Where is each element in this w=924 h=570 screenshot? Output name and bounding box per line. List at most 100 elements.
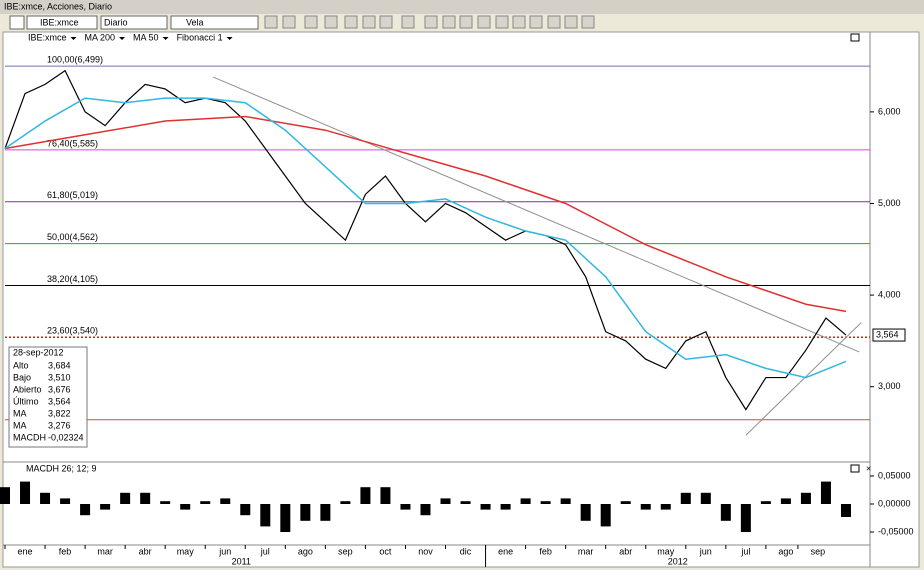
info-value: 3,822 [48,408,71,418]
x-tick-label: sep [338,546,353,556]
x-tick-label: nov [418,546,433,556]
macd-bar [180,504,191,510]
macd-bar [20,481,31,504]
macd-bar [480,504,491,510]
macd-title: MACDH 26; 12; 9 [26,463,97,473]
macd-bar [660,504,671,510]
x-tick-label: ene [498,546,513,556]
series-line [4,97,847,379]
y-tick-label: -0,05000 [878,526,914,536]
macd-bar [0,487,10,504]
macd-bar [320,504,331,521]
info-label: MA [13,408,27,418]
x-tick-label: oct [379,546,392,556]
last-price-box [872,328,906,342]
fib-label: 50,00(4,562) [47,232,98,242]
info-label: Alto [13,360,29,370]
legend-entry: MA 200 [85,32,116,42]
macd-bar [360,487,371,504]
macd-bar [120,492,131,504]
fib-label: 23,60(3,540) [47,326,98,336]
macd-bar [380,487,391,504]
x-tick-label: ago [778,546,793,556]
legend-arrow [70,37,77,40]
window-title: IBE:xmce, Acciones, Diario [4,1,112,11]
legend: IBE:xmce MA 200 MA 50 Fibonacci 1 [28,32,233,42]
info-value: 3,676 [48,384,71,394]
y-tick-label: 3,000 [878,381,901,391]
legend-arrow [162,37,169,40]
trendline [745,322,862,436]
macd-bar [260,504,271,527]
info-value: 3,684 [48,360,71,370]
tool-icons[interactable] [264,15,595,29]
legend-arrow [119,37,126,40]
macd-maximize[interactable] [850,464,860,473]
symbol-text: IBE:xmce [40,17,79,27]
x-tick-label: ene [18,546,33,556]
macd-bar [520,498,531,504]
macd-bar [780,498,791,504]
year-label: 2011 [232,556,251,566]
macd-bar [280,504,291,533]
series-line [4,69,847,411]
series-line [4,115,847,313]
x-tick-label: jun [699,546,712,556]
period-text: Diario [104,17,128,27]
plot: 3,000 4,000 5,000 6,000 100,00(6,499) 76,40(5… [0,55,914,567]
x-tick-label: may [177,546,195,556]
x-tick-label: feb [59,546,72,556]
macd-bar [500,504,511,510]
info-box [8,346,88,448]
macd-bar [220,498,231,504]
macd-bar [680,492,691,504]
info-value: 3,564 [48,396,71,406]
x-tick-label: may [657,546,675,556]
macd-bar [100,504,111,510]
x-tick-label: dic [460,546,472,556]
x-tick-label: feb [539,546,552,556]
info-label: MA [13,420,27,430]
x-tick-label: ago [298,546,313,556]
year-label: 2012 [668,556,688,566]
macd-bar [240,504,251,516]
x-tick-label: sep [811,546,826,556]
macd-bar [80,504,91,516]
up-button[interactable] [9,15,25,30]
x-tick-label: mar [578,546,594,556]
period-select[interactable] [100,15,168,30]
legend-entry: Fibonacci 1 [177,32,223,42]
info-label: Bajo [13,372,31,382]
trendline [213,76,860,353]
legend-arrow [226,37,233,40]
title-bar [0,0,924,14]
macd-bar [540,501,551,504]
fib-label: 38,20(4,105) [47,274,98,284]
macd-bar [600,504,611,527]
legend-entry: MA 50 [133,32,159,42]
fib-label: 61,80(5,019) [47,190,98,200]
y-tick-label: 4,000 [878,289,901,299]
x-tick-label: abr [619,546,632,556]
macd-bar [760,501,771,504]
macd-bar [620,501,631,504]
info-label: MACDH [13,432,46,442]
x-tick-label: abr [139,546,152,556]
x-tick-label: jul [260,546,270,556]
info-label: Abierto [13,384,42,394]
symbol-input[interactable] [26,15,98,30]
x-tick-label: jun [218,546,231,556]
legend-entry: IBE:xmce [28,32,67,42]
style-select[interactable] [170,15,259,30]
macd-bar [140,492,151,504]
maximize-button[interactable] [850,33,860,42]
macd-bar [580,504,591,521]
macd-bar [840,504,851,518]
macd-close[interactable]: × [866,463,871,473]
x-tick-label: mar [97,546,113,556]
y-tick-label: 0,00000 [878,498,911,508]
fib-label: 100,00(6,499) [47,55,103,65]
info-date: 28-sep-2012 [13,347,64,357]
x-tick-label: jul [740,546,750,556]
